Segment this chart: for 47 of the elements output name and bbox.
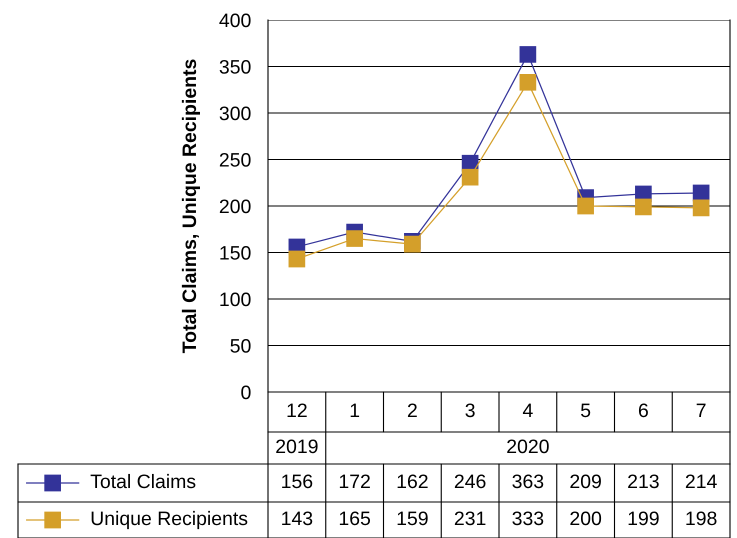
y-tick-label: 350 [220, 60, 251, 74]
data-label: 165 [340, 511, 370, 526]
x-tick-label: 6 [638, 403, 648, 418]
data-label: 200 [570, 511, 602, 526]
text: 2020 [507, 439, 549, 454]
y-tick-label: 200 [220, 199, 251, 214]
x-tick-label: 12 [288, 403, 307, 418]
x-tick-label: 2 [408, 403, 417, 418]
point [577, 198, 594, 214]
point [692, 200, 710, 216]
x-tick-label: 3 [465, 403, 475, 418]
legend-label: Unique Recipients [92, 510, 248, 530]
point [520, 74, 536, 91]
x-tick-label: 7 [696, 404, 706, 418]
data-label: 162 [398, 474, 428, 488]
point [462, 168, 478, 186]
y-tick-label: 150 [220, 246, 251, 260]
data-label: 333 [512, 511, 544, 526]
data-label: 159 [398, 511, 428, 526]
data-label: 209 [570, 474, 601, 488]
data-label: 143 [282, 511, 312, 526]
y-tick-label: 400 [219, 13, 251, 28]
point [635, 198, 652, 216]
y-tick-label: 250 [220, 152, 251, 167]
x-tick-label: 1 [350, 404, 360, 418]
data-label: 214 [686, 474, 717, 488]
x-tick-label: 5 [580, 404, 590, 418]
data-label: 213 [628, 474, 659, 488]
text: 2019 [276, 439, 318, 454]
data-label: 156 [282, 474, 312, 488]
data-label: 172 [340, 474, 370, 488]
y-tick-label: 0 [241, 385, 251, 400]
y-axis-title: Total Claims, Unique Recipients [182, 59, 200, 354]
point [288, 250, 306, 268]
y-tick-label: 50 [230, 338, 251, 353]
data-label: 199 [628, 511, 659, 526]
data-label: 231 [454, 511, 486, 526]
data-label: 363 [512, 474, 544, 488]
point [520, 46, 536, 63]
data-label: 198 [686, 511, 716, 526]
data-label: 246 [454, 474, 486, 488]
y-tick-label: 100 [220, 292, 251, 306]
x-tick-label: 4 [522, 404, 533, 418]
legend-label: Total Claims [90, 474, 196, 488]
point [346, 230, 363, 247]
y-tick-label: 300 [220, 106, 251, 120]
point [692, 184, 710, 202]
